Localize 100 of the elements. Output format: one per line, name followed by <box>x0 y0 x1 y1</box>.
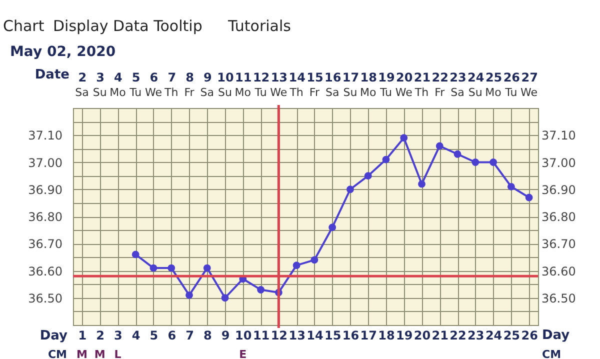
point <box>490 158 497 166</box>
x-tick-label: 23 <box>468 328 484 342</box>
x2-tick-label: 9 <box>203 70 212 84</box>
x2-tick-label: 7 <box>168 70 176 84</box>
text: M <box>94 348 106 359</box>
point <box>346 186 354 194</box>
x2-tick-label: 8 <box>186 70 194 84</box>
x-tick-label: 5 <box>150 328 158 342</box>
text: Su <box>468 86 482 99</box>
x2-axis-title: Date <box>34 68 70 82</box>
point <box>418 180 426 188</box>
x2-tick-label: 26 <box>503 70 520 84</box>
text: L <box>114 348 122 359</box>
text: We <box>395 86 413 99</box>
text: Su <box>218 86 232 99</box>
y-tick-label: 36.90 <box>28 182 62 197</box>
text: Th <box>288 86 304 99</box>
x2-tick-label: 18 <box>360 70 377 84</box>
x-tick-label: 1 <box>78 328 87 342</box>
text: Mo <box>485 86 502 99</box>
y-tick-label: 36.80 <box>28 210 62 224</box>
x-tick-label: 9 <box>221 328 230 342</box>
point <box>168 264 176 272</box>
point <box>221 294 229 302</box>
text: Sa <box>325 86 340 99</box>
text: Sa <box>75 86 89 99</box>
x-tick-label: 16 <box>342 328 360 342</box>
point <box>364 172 372 180</box>
x2-tick-label: 25 <box>485 70 502 84</box>
text: Tu <box>254 86 267 99</box>
x-tick-label: 22 <box>450 328 466 342</box>
x2-tick-label: 11 <box>235 70 252 84</box>
text: Su <box>92 86 107 99</box>
x2-tick-label: 21 <box>414 70 431 84</box>
x-tick-label: 26 <box>521 328 538 342</box>
x2-tick-label: 5 <box>132 70 140 84</box>
text: Fr <box>309 86 320 99</box>
x2-tick-label: 4 <box>114 70 122 84</box>
x2-tick-label: 13 <box>270 70 288 84</box>
y2-tick-label: 36.90 <box>542 182 576 197</box>
x2-tick-label: 16 <box>324 70 342 84</box>
x-tick-label: 7 <box>186 328 194 342</box>
point <box>257 286 264 294</box>
point <box>328 224 336 232</box>
x2-tick-label: 20 <box>396 70 413 84</box>
x2-tick-label: 17 <box>342 70 360 84</box>
x-tick-label: 6 <box>168 328 176 342</box>
x2-tick-label: 14 <box>288 70 306 84</box>
y-tick-label: 37.10 <box>28 128 62 143</box>
text: Sa <box>450 86 464 99</box>
y2-tick-label: 36.50 <box>542 291 576 306</box>
point <box>203 264 211 272</box>
text: Th <box>164 86 178 99</box>
point <box>292 262 300 270</box>
text: Chart <box>3 17 44 35</box>
text: Day <box>40 328 68 344</box>
x-tick-label: 15 <box>324 328 342 342</box>
text: Tu <box>378 86 392 99</box>
text: Mo <box>360 86 376 99</box>
x-tick-label: 11 <box>252 328 270 342</box>
x2-tick-label: 6 <box>150 70 158 84</box>
x-tick-label: 2 <box>96 328 105 342</box>
y2-tick-label: 36.70 <box>542 237 576 252</box>
x2-tick-label: 19 <box>378 70 395 84</box>
x-tick-label: 10 <box>235 328 252 342</box>
point <box>507 182 515 190</box>
x-tick-label: 21 <box>432 328 448 342</box>
point <box>472 158 480 166</box>
y2-tick-label: 37.10 <box>542 128 576 143</box>
x2-tick-label: 12 <box>252 70 270 84</box>
y-tick-label: 36.50 <box>28 291 62 306</box>
text: We <box>270 86 288 99</box>
y-tick-label: 36.60 <box>28 264 62 278</box>
chart-title: May 02, 2020 <box>10 44 116 60</box>
x2-tick-label: 24 <box>468 70 484 84</box>
x-tick-label: 19 <box>396 328 413 342</box>
text: CM <box>542 348 562 359</box>
x-tick-label: 8 <box>203 328 212 342</box>
point <box>132 250 140 258</box>
y2-tick-label: 36.60 <box>542 264 576 278</box>
x-tick-label: 18 <box>378 328 395 342</box>
x-tick-label: 14 <box>306 328 324 342</box>
x-axis-title: Day <box>542 328 570 343</box>
text: Mo <box>110 86 126 99</box>
x-tick-label: 25 <box>503 328 520 342</box>
text: M <box>76 348 88 359</box>
y2-tick-label: 37.00 <box>542 156 576 170</box>
x-tick-label: 13 <box>288 328 306 342</box>
text: Fr <box>434 86 446 99</box>
text: E <box>239 348 247 359</box>
text: Tutorials <box>227 17 292 35</box>
x2-tick-label: 27 <box>521 70 538 84</box>
x-tick-label: 24 <box>485 328 502 342</box>
x-tick-label: 4 <box>132 328 140 342</box>
text: CM <box>48 348 67 359</box>
text: We <box>520 86 538 99</box>
point <box>150 264 158 272</box>
x-tick-label: 3 <box>114 328 122 342</box>
y-tick-label: 37.00 <box>28 156 62 170</box>
text: Su <box>343 86 358 99</box>
